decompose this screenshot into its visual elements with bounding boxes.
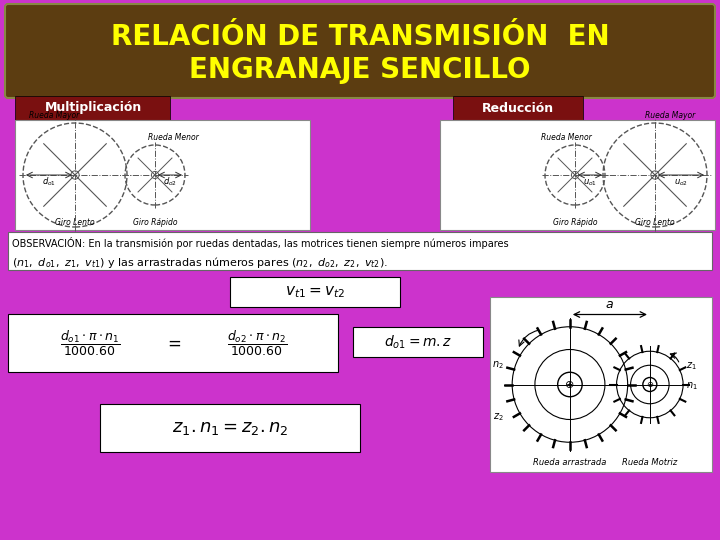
Text: RELACIÓN DE TRANSMISIÓN  EN: RELACIÓN DE TRANSMISIÓN EN [111, 23, 609, 51]
Text: $d_{o2}$: $d_{o2}$ [163, 176, 177, 188]
Bar [490, 297, 712, 472]
Text: $n_2$: $n_2$ [492, 359, 504, 371]
Text: $d_{o1}$: $d_{o1}$ [42, 176, 56, 188]
Bar [100, 404, 360, 452]
Text: $z_1$: $z_1$ [686, 360, 697, 372]
Text: $n_1$: $n_1$ [686, 380, 698, 392]
Text: Rueda Menor: Rueda Menor [541, 133, 591, 142]
Text: Rueda Motriz: Rueda Motriz [622, 458, 678, 467]
Text: ⊕: ⊕ [647, 380, 653, 389]
Text: $=$: $=$ [164, 334, 181, 352]
Bar [453, 96, 583, 120]
Text: $\dfrac{d_{o1} \cdot \pi \cdot n_1}{1000.60}$: $\dfrac{d_{o1} \cdot \pi \cdot n_1}{1000… [60, 328, 120, 357]
Bar [15, 120, 310, 230]
Text: Rueda Mayor: Rueda Mayor [29, 111, 79, 120]
Text: OBSERVACIÓN: En la transmisión por ruedas dentadas, las motrices tienen siempre : OBSERVACIÓN: En la transmisión por rueda… [12, 237, 508, 249]
Bar [440, 120, 715, 230]
Text: $\dfrac{d_{o2} \cdot \pi \cdot n_2}{1000.60}$: $\dfrac{d_{o2} \cdot \pi \cdot n_2}{1000… [227, 328, 287, 357]
Text: $u_{o1}$: $u_{o1}$ [583, 178, 597, 188]
Text: Reducción: Reducción [482, 102, 554, 114]
Text: $d_{o1} = m.z$: $d_{o1} = m.z$ [384, 333, 452, 350]
Text: Rueda arrastrada: Rueda arrastrada [534, 458, 607, 467]
Text: $z_1 . n_1 = z_2 . n_2$: $z_1 . n_1 = z_2 . n_2$ [171, 419, 288, 437]
Text: Giro Lento: Giro Lento [635, 218, 675, 227]
Bar [8, 232, 712, 270]
Text: ⊕: ⊕ [565, 380, 575, 389]
Bar [353, 327, 483, 357]
Text: Rueda Menor: Rueda Menor [148, 133, 199, 142]
Text: $v_{t1} = v_{t2}$: $v_{t1} = v_{t2}$ [285, 284, 345, 300]
Bar [230, 277, 400, 307]
Text: Giro Lento: Giro Lento [55, 218, 95, 227]
Text: Giro Rápido: Giro Rápido [132, 218, 177, 227]
Bar [15, 96, 170, 120]
Text: ENGRANAJE SENCILLO: ENGRANAJE SENCILLO [189, 56, 531, 84]
Text: Multiplicación: Multiplicación [45, 102, 142, 114]
Text: $(\boldsymbol{n_1,\ d_{o1},\ z_1,\ v_{t1}})$ y las arrastradas números pares $(\: $(\boldsymbol{n_1,\ d_{o1},\ z_1,\ v_{t1… [12, 254, 388, 269]
Bar [8, 314, 338, 372]
Text: $u_{o2}$: $u_{o2}$ [674, 178, 688, 188]
Text: $a$: $a$ [606, 299, 614, 312]
Text: $z_2$: $z_2$ [493, 411, 504, 423]
Text: Giro Rápido: Giro Rápido [553, 218, 598, 227]
FancyBboxPatch shape [5, 4, 715, 98]
Text: Rueda Mayor: Rueda Mayor [645, 111, 696, 120]
